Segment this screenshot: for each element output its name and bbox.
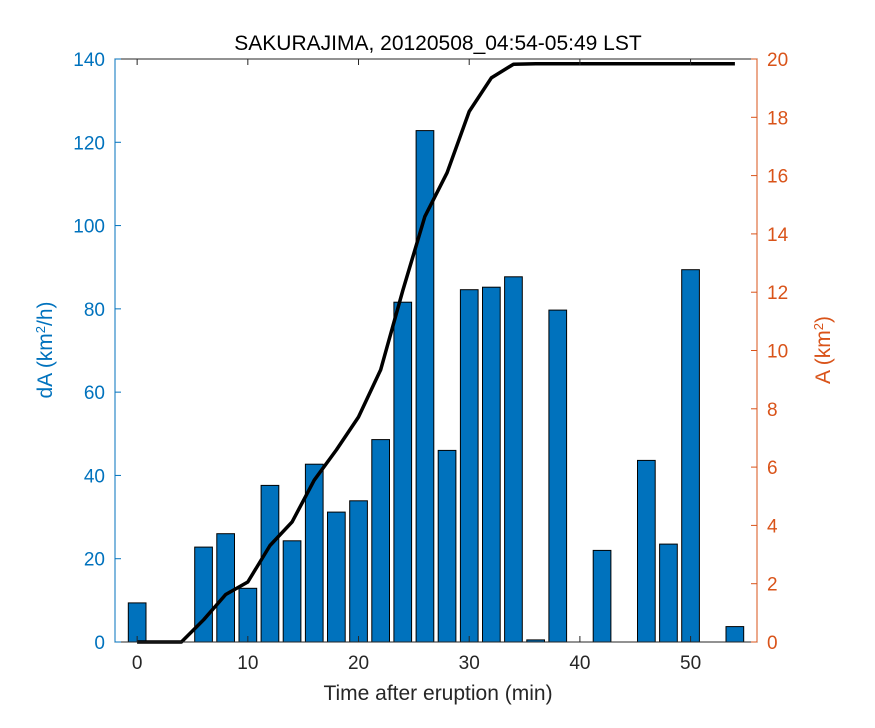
y-tick-label-right: 12 bbox=[767, 283, 788, 304]
y-tick-label-left: 40 bbox=[84, 466, 105, 487]
y-axis-label-left: dA (km2/h) bbox=[33, 301, 58, 398]
bar bbox=[637, 459, 656, 643]
y-tick-label-left: 100 bbox=[73, 217, 105, 238]
x-tick-label: 0 bbox=[132, 653, 143, 674]
bar bbox=[659, 543, 678, 643]
bar bbox=[725, 626, 745, 643]
bar bbox=[437, 449, 457, 643]
line-series bbox=[137, 61, 735, 644]
bar bbox=[482, 286, 501, 643]
y-tick-label-left: 80 bbox=[84, 300, 105, 321]
y-tick-label-right: 8 bbox=[767, 400, 778, 421]
bar bbox=[216, 533, 236, 643]
x-tick-label: 40 bbox=[569, 653, 590, 674]
bar bbox=[459, 289, 479, 643]
y-tick-label-right: 18 bbox=[767, 108, 788, 129]
x-tick-label: 20 bbox=[348, 653, 369, 674]
y-tick-label-left: 120 bbox=[73, 133, 105, 154]
axes: 0 20 40 60 80 100 120 140 0 2 4 6 8 10 12 14 16 18 20 0 10 20… bbox=[73, 50, 788, 674]
y-tick-label-right: 0 bbox=[767, 633, 778, 654]
bar bbox=[260, 484, 280, 643]
bar bbox=[393, 301, 413, 643]
bar bbox=[282, 540, 302, 643]
y-axis-label-right: A (km2) bbox=[811, 316, 836, 384]
y-tick-label-right: 4 bbox=[767, 516, 778, 537]
bar bbox=[371, 439, 390, 643]
y-tick-label-left: 140 bbox=[73, 50, 105, 71]
y-tick-label-right: 10 bbox=[767, 342, 788, 363]
y-tick-label-right: 14 bbox=[767, 225, 789, 246]
bar-series bbox=[127, 130, 745, 643]
chart-title: SAKURAJIMA, 20120508_04:54-05:49 LST bbox=[234, 32, 642, 55]
bar bbox=[238, 587, 258, 643]
bar bbox=[681, 269, 700, 643]
bar bbox=[504, 276, 523, 643]
y-tick-label-right: 20 bbox=[767, 50, 788, 71]
bar bbox=[592, 549, 612, 643]
cumulative-line bbox=[137, 61, 735, 644]
x-tick-label: 50 bbox=[680, 653, 701, 674]
y-tick-label-right: 2 bbox=[767, 575, 778, 596]
bar bbox=[548, 309, 568, 643]
y-tick-label-left: 0 bbox=[94, 633, 105, 654]
bar bbox=[327, 511, 346, 643]
y-tick-label-left: 60 bbox=[84, 383, 105, 404]
x-tick-label: 30 bbox=[459, 653, 480, 674]
x-axis-label: Time after eruption (min) bbox=[323, 682, 552, 705]
y-tick-label-right: 6 bbox=[767, 458, 778, 479]
y-tick-label-left: 20 bbox=[84, 550, 105, 571]
x-tick-label: 10 bbox=[237, 653, 258, 674]
y-tick-label-right: 16 bbox=[767, 167, 788, 188]
bar bbox=[349, 500, 368, 643]
